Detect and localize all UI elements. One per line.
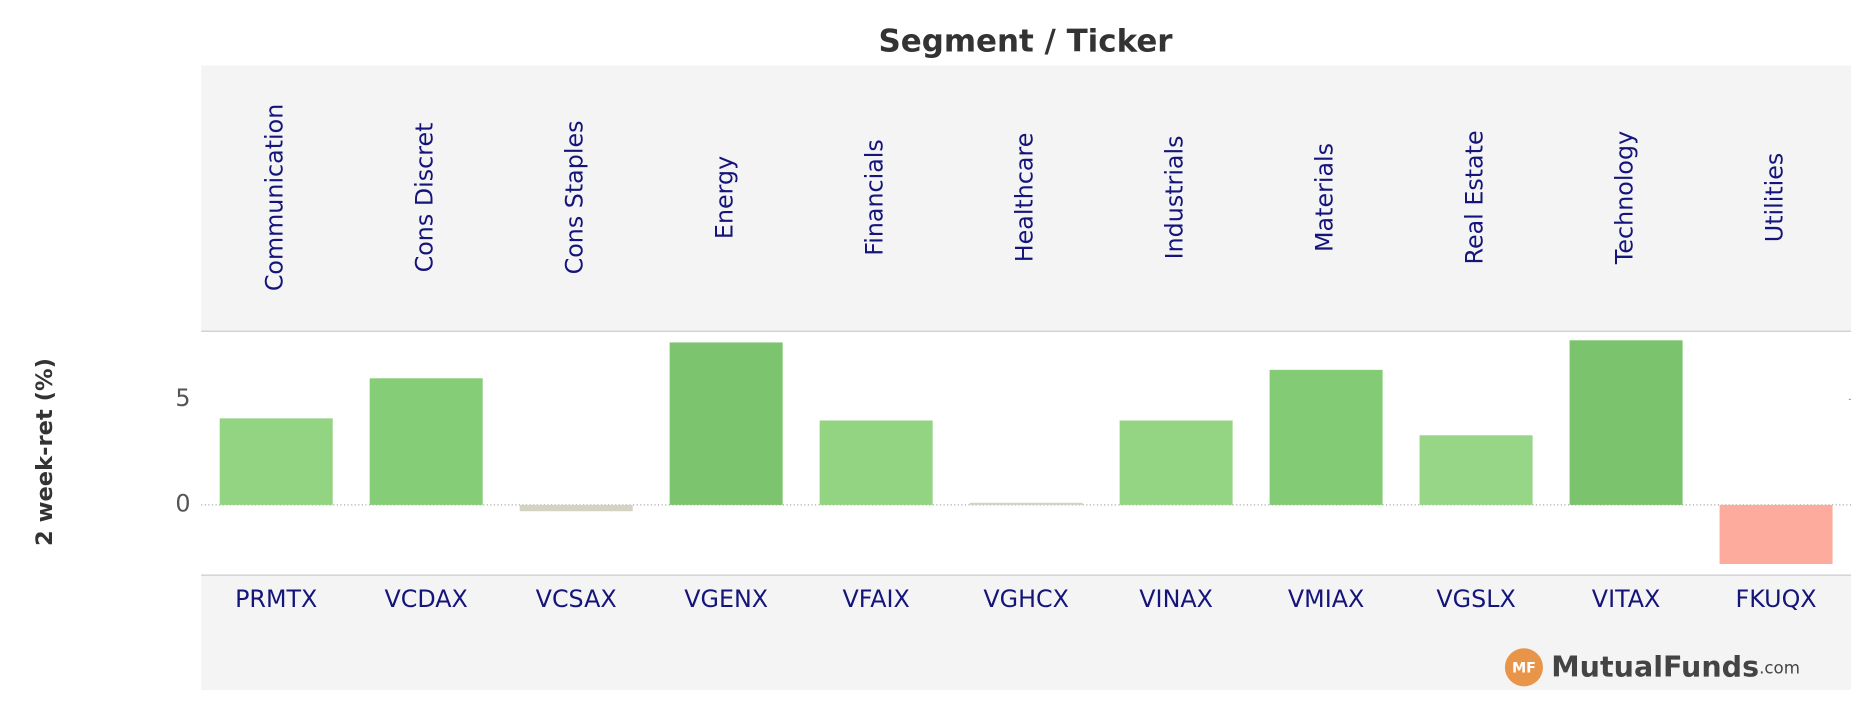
x-tick-label: VMIAX [1288,585,1364,613]
header-band [201,65,1852,331]
x-tick-label: FKUQX [1736,585,1817,613]
x-tick-label: VGHCX [983,585,1068,613]
logo: MF MutualFunds.com [1504,648,1800,687]
x-tick-label: VITAX [1592,585,1661,613]
logo-name-text: MutualFunds [1551,651,1759,684]
x-tick-label: VCDAX [385,585,468,613]
bar [1569,340,1683,505]
bar [969,502,1083,505]
x-tick-label: VINAX [1139,585,1213,613]
segment-label: Healthcare [1011,133,1039,263]
segment-label: Real Estate [1461,130,1489,264]
y-tick-label: 0 [175,489,190,517]
logo-name: MutualFunds.com [1551,651,1800,684]
chart-title: Segment / Ticker [879,23,1174,59]
x-tick-label: PRMTX [235,585,317,613]
segment-label: Communication [261,104,289,291]
bar [1269,369,1383,505]
bar [369,378,483,505]
bar [519,504,633,512]
bar [219,418,333,505]
segment-label: Industrials [1161,135,1189,259]
logo-suffix: .com [1759,658,1800,677]
segment-label: Materials [1311,143,1339,252]
y-tick-label: 5 [175,384,190,412]
x-tick-label: VCSAX [536,585,617,613]
logo-badge-circle [1504,648,1543,687]
bar [1419,435,1533,505]
segment-label: Utilities [1761,153,1789,243]
segment-label: Energy [711,156,739,239]
bar [1719,504,1833,564]
bar [1119,420,1233,505]
x-tick-label: VGENX [684,585,768,613]
bar [669,342,783,505]
segment-label: Cons Staples [561,121,589,275]
logo-badge: MF [1512,661,1536,677]
segment-label: Cons Discret [411,123,439,273]
y-axis-label: 2 week-ret (%) [32,358,58,546]
segment-label: Financials [861,139,889,256]
bar [819,420,933,505]
x-tick-label: VGSLX [1436,585,1515,613]
segment-label: Technology [1611,131,1639,265]
x-tick-label: VFAIX [842,585,909,613]
footer-band [201,574,1852,690]
